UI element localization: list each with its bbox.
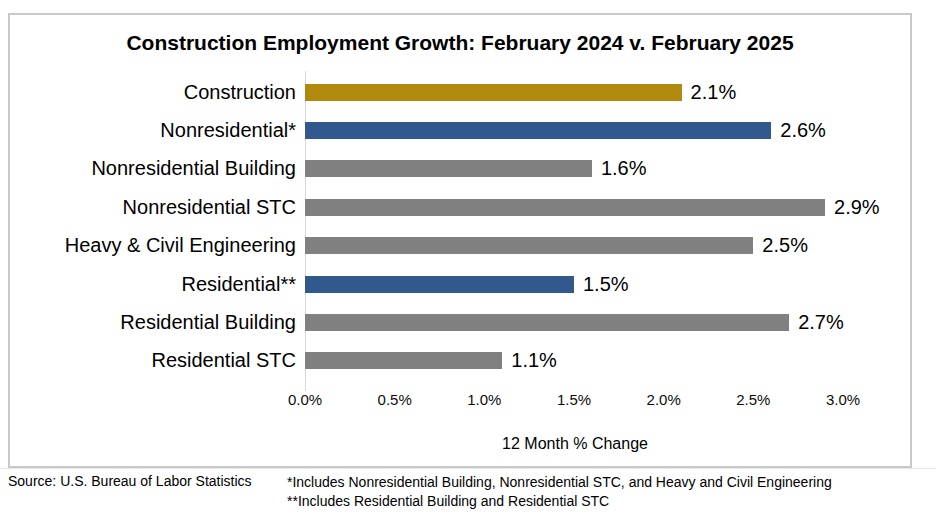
plot-area: Construction2.1%Nonresidential*2.6%Nonre… [10, 15, 910, 466]
data-label-nonresidential-building: 1.6% [601, 157, 647, 180]
x-tick-2-0pct: 2.0% [647, 391, 681, 408]
footnotes: *Includes Nonresidential Building, Nonre… [287, 473, 832, 511]
data-label-residential: 1.5% [583, 273, 629, 296]
bar-row-nonresidential-building: Nonresidential Building 1.6% [10, 150, 910, 188]
bar-row-heavy-civil-engineering: Heavy & Civil Engineering 2.5% [10, 227, 910, 265]
page: Construction Employment Growth: February… [0, 0, 936, 527]
category-label-residential: Residential** [10, 273, 305, 296]
bar-row-residential-building: Residential Building 2.7% [10, 303, 910, 341]
x-tick-0-0pct: 0.0% [288, 391, 322, 408]
bar-nonresidential-building [305, 160, 592, 177]
bar-residential-stc [305, 352, 502, 369]
category-label-nonresidential: Nonresidential* [10, 119, 305, 142]
bar-row-nonresidential: Nonresidential* 2.6% [10, 111, 910, 149]
bar-residential [305, 276, 574, 293]
bar-row-residential-stc: Residential STC 1.1% [10, 342, 910, 380]
data-label-residential-building: 2.7% [798, 311, 844, 334]
footnote-residential: **Includes Residential Building and Resi… [287, 492, 832, 511]
bar-nonresidential [305, 122, 771, 139]
x-tick-2-5pct: 2.5% [736, 391, 770, 408]
data-label-heavy-civil-engineering: 2.5% [762, 234, 808, 257]
divider [0, 468, 936, 469]
category-label-nonresidential-building: Nonresidential Building [10, 157, 305, 180]
x-tick-3-0pct: 3.0% [826, 391, 860, 408]
bar-row-residential: Residential** 1.5% [10, 265, 910, 303]
source-text: Source: U.S. Bureau of Labor Statistics [8, 473, 252, 489]
category-label-nonresidential-stc: Nonresidential STC [10, 196, 305, 219]
x-tick-1-5pct: 1.5% [557, 391, 591, 408]
data-label-nonresidential-stc: 2.9% [834, 196, 880, 219]
data-label-residential-stc: 1.1% [511, 349, 557, 372]
bar-construction [305, 84, 682, 101]
x-tick-1-0pct: 1.0% [467, 391, 501, 408]
x-tick-0-5pct: 0.5% [378, 391, 412, 408]
bar-residential-building [305, 314, 789, 331]
chart-container: Construction Employment Growth: February… [8, 13, 912, 468]
footnote-nonresidential: *Includes Nonresidential Building, Nonre… [287, 473, 832, 492]
data-label-construction: 2.1% [691, 81, 737, 104]
category-label-construction: Construction [10, 81, 305, 104]
x-axis-title: 12 Month % Change [305, 435, 845, 453]
category-label-heavy-civil-engineering: Heavy & Civil Engineering [10, 234, 305, 257]
bar-nonresidential-stc [305, 199, 825, 216]
bar-row-nonresidential-stc: Nonresidential STC 2.9% [10, 188, 910, 226]
category-label-residential-building: Residential Building [10, 311, 305, 334]
bar-heavy-civil-engineering [305, 237, 753, 254]
x-axis-ticks: 0.0%0.5%1.0%1.5%2.0%2.5%3.0% [305, 391, 845, 409]
data-label-nonresidential: 2.6% [780, 119, 826, 142]
bar-row-construction: Construction 2.1% [10, 73, 910, 111]
category-label-residential-stc: Residential STC [10, 349, 305, 372]
bar-rows: Construction2.1%Nonresidential*2.6%Nonre… [10, 73, 910, 380]
